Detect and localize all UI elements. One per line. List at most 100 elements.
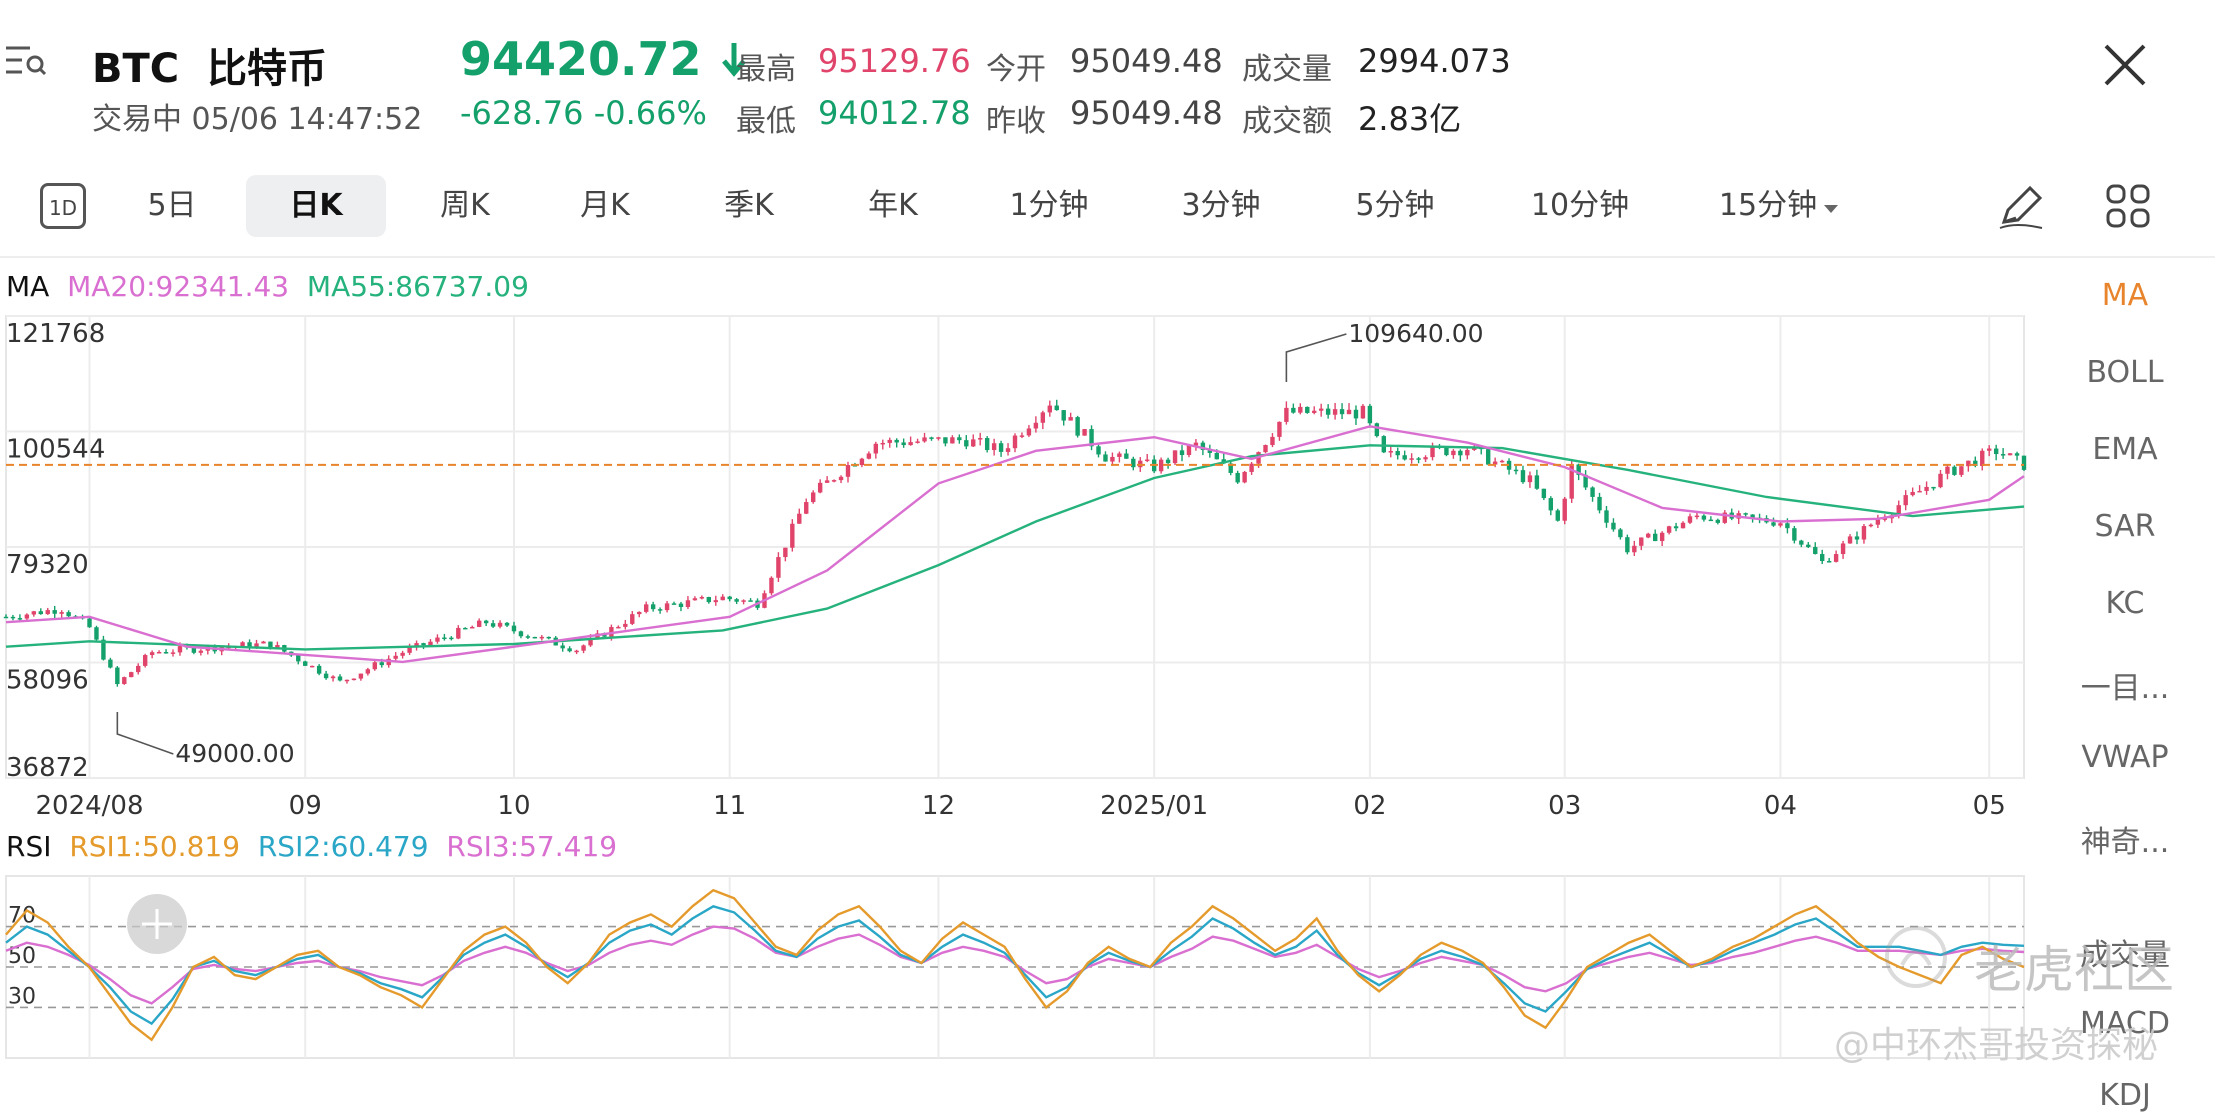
indicator-macd[interactable]: MACD bbox=[2080, 1006, 2170, 1041]
candle-body bbox=[1604, 510, 1609, 523]
candle-body bbox=[1722, 512, 1727, 523]
candle-body bbox=[358, 673, 364, 679]
candle-body bbox=[1423, 457, 1428, 460]
candle-body bbox=[1367, 405, 1373, 424]
candle-body bbox=[1346, 409, 1352, 415]
candle-body bbox=[337, 676, 343, 681]
candle-body bbox=[344, 679, 350, 682]
candle-body bbox=[838, 476, 844, 481]
grid-layout-icon[interactable] bbox=[2104, 182, 2152, 230]
caret-down-icon[interactable] bbox=[1822, 200, 1840, 213]
candle-body bbox=[414, 643, 419, 648]
tab-3min[interactable]: 3分钟 bbox=[1181, 188, 1261, 223]
low-label: 最低 bbox=[736, 104, 796, 139]
low-value: 94012.78 bbox=[818, 94, 971, 132]
candle-body bbox=[650, 604, 656, 610]
candle-body bbox=[483, 620, 489, 624]
candle-body bbox=[908, 442, 913, 446]
candle-body bbox=[1082, 429, 1087, 436]
volume-label: 成交量 bbox=[1242, 52, 1332, 87]
candle-body bbox=[1305, 406, 1310, 413]
candle-body bbox=[1993, 448, 1999, 455]
x-tick-label: 09 bbox=[289, 791, 322, 821]
candle-body bbox=[1117, 453, 1122, 457]
x-tick-label: 02 bbox=[1353, 791, 1386, 821]
candle-body bbox=[998, 443, 1004, 452]
candle-body bbox=[748, 600, 753, 602]
price-change-pct: -0.66% bbox=[593, 94, 707, 132]
candle-body bbox=[1625, 537, 1630, 553]
zoom-plus-icon[interactable] bbox=[126, 893, 188, 955]
tab-yearly-k[interactable]: 年K bbox=[868, 188, 918, 223]
candle-body bbox=[1652, 533, 1658, 542]
tab-weekly-k[interactable]: 周K bbox=[440, 188, 490, 223]
pencil-draw-icon[interactable] bbox=[1996, 182, 2046, 232]
indicator-volume[interactable]: 成交量 bbox=[2080, 938, 2170, 973]
candle-body bbox=[1291, 407, 1296, 413]
candle-body bbox=[873, 443, 879, 454]
candle-body bbox=[1089, 429, 1094, 447]
tab-daily-k[interactable]: 日K bbox=[246, 175, 386, 237]
last-price: 94420.72 bbox=[460, 32, 748, 90]
indicator-kc[interactable]: KC bbox=[2105, 586, 2145, 621]
candle-body bbox=[1931, 486, 1936, 489]
candle-body bbox=[692, 598, 698, 601]
indicator-boll[interactable]: BOLL bbox=[2086, 355, 2164, 390]
indicator-ichimoku[interactable]: 一目... bbox=[2080, 671, 2170, 706]
candle-body bbox=[1750, 514, 1755, 518]
candle-body bbox=[1917, 490, 1922, 493]
candle-body bbox=[1541, 488, 1547, 499]
candle-body bbox=[1924, 486, 1929, 491]
candle-body bbox=[59, 612, 64, 614]
candle-body bbox=[1618, 529, 1623, 538]
indicator-ma[interactable]: MA bbox=[2101, 278, 2149, 313]
candle-body bbox=[1409, 458, 1414, 460]
candle-body bbox=[400, 652, 405, 656]
candle-body bbox=[776, 557, 781, 578]
indicator-magic[interactable]: 神奇... bbox=[2080, 825, 2170, 860]
candle-body bbox=[1054, 405, 1059, 411]
tab-quarterly-k[interactable]: 季K bbox=[724, 188, 774, 223]
candle-body bbox=[1430, 446, 1435, 458]
rsi1-line bbox=[5, 888, 2025, 1042]
tab-5min[interactable]: 5分钟 bbox=[1355, 188, 1435, 223]
indicator-vwap[interactable]: VWAP bbox=[2081, 740, 2169, 775]
candle-body bbox=[1743, 513, 1748, 515]
tab-5day[interactable]: 5日 bbox=[147, 188, 197, 223]
candle-body bbox=[1325, 408, 1331, 415]
tab-1d[interactable]: 1D bbox=[40, 183, 86, 229]
close-icon[interactable] bbox=[2100, 40, 2150, 90]
candle-body bbox=[1506, 460, 1512, 470]
candle-body bbox=[10, 616, 16, 619]
candle-body bbox=[950, 437, 955, 444]
turnover-label: 成交额 bbox=[1242, 104, 1332, 139]
candle-body bbox=[142, 655, 148, 666]
candle-body bbox=[1360, 405, 1366, 419]
candles bbox=[3, 399, 2027, 687]
candle-body bbox=[428, 641, 433, 646]
tab-15min[interactable]: 15分钟 bbox=[1718, 188, 1818, 223]
menu-list-icon[interactable] bbox=[4, 40, 48, 80]
candle-body bbox=[268, 641, 273, 648]
high-annotation-label: 109640.00 bbox=[1348, 319, 1483, 348]
watermark-author: @中环杰哥投资探秘 bbox=[1834, 1025, 2159, 1066]
last-price-value: 94420.72 bbox=[460, 32, 702, 86]
candle-body bbox=[1938, 473, 1943, 488]
candle-body bbox=[894, 439, 899, 443]
candle-body bbox=[532, 636, 538, 639]
candle-body bbox=[1854, 536, 1860, 540]
x-tick-label: 2024/08 bbox=[35, 791, 143, 821]
tab-10min[interactable]: 10分钟 bbox=[1530, 188, 1630, 223]
indicator-ema[interactable]: EMA bbox=[2092, 432, 2158, 467]
candle-body bbox=[1952, 466, 1957, 475]
candle-body bbox=[1339, 409, 1345, 415]
ma-legend: MA MA20:92341.43 MA55:86737.09 bbox=[6, 270, 529, 303]
candle-body bbox=[1402, 455, 1407, 460]
candle-body bbox=[3, 616, 9, 619]
tab-1min[interactable]: 1分钟 bbox=[1009, 188, 1089, 223]
tab-monthly-k[interactable]: 月K bbox=[580, 188, 630, 223]
indicator-sar[interactable]: SAR bbox=[2094, 509, 2156, 544]
indicator-kdj[interactable]: KDJ bbox=[2099, 1078, 2151, 1113]
